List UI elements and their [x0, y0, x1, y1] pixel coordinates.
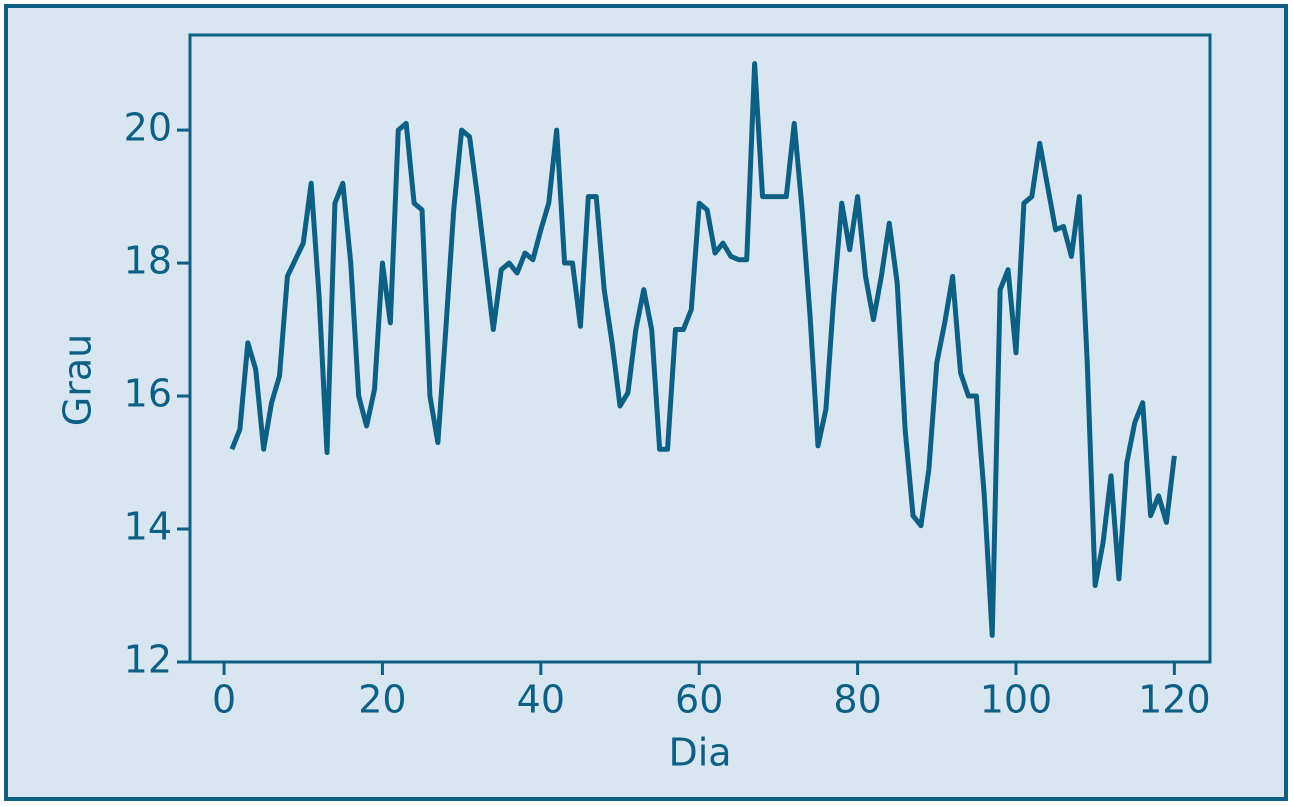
x-tick-label: 120: [1138, 678, 1211, 722]
x-tick-label: 40: [517, 678, 565, 722]
y-axis-label: Grau: [56, 334, 100, 426]
y-tick-label: 20: [124, 106, 172, 150]
y-tick-label: 14: [124, 505, 172, 549]
x-tick-label: 60: [675, 678, 723, 722]
y-tick-label: 12: [124, 638, 172, 682]
y-tick-label: 16: [124, 372, 172, 416]
data-line: [229, 61, 1177, 638]
y-tick-label: 18: [124, 239, 172, 283]
x-tick-label: 20: [358, 678, 406, 722]
x-tick-label: 80: [833, 678, 881, 722]
x-axis-label: Dia: [668, 731, 731, 775]
x-tick-label: 100: [980, 678, 1053, 722]
x-tick-label: 0: [212, 678, 236, 722]
background: [4, 4, 1288, 801]
